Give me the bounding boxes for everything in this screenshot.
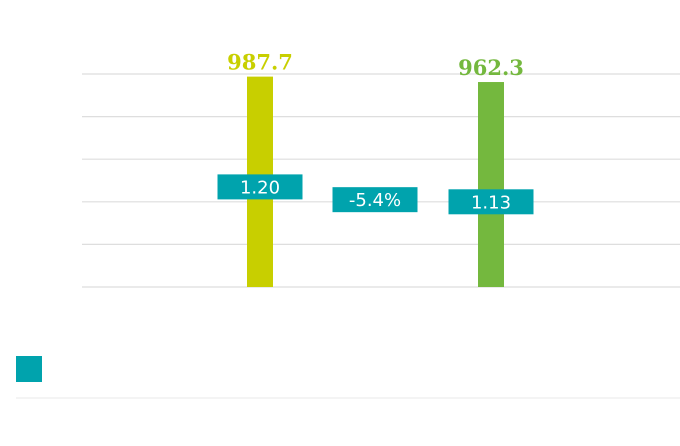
change-badge — [332, 187, 418, 213]
change-badge-label: -5.4% — [349, 190, 401, 211]
ratio-badge-1 — [217, 174, 303, 200]
ratio-badges: 1.20 -5.4% 1.13 — [217, 174, 534, 215]
bar-2 — [478, 82, 504, 288]
value-labels: 987.7 962.3 — [227, 50, 524, 80]
ratio-badge-label-2: 1.13 — [471, 192, 511, 213]
bar-value-label-2: 962.3 — [458, 55, 524, 80]
ratio-badge-label-1: 1.20 — [240, 177, 280, 198]
gridlines — [82, 73, 680, 288]
ratio-badge-2 — [448, 189, 534, 215]
legend-swatch — [16, 356, 42, 382]
bar-value-label-1: 987.7 — [227, 50, 293, 75]
